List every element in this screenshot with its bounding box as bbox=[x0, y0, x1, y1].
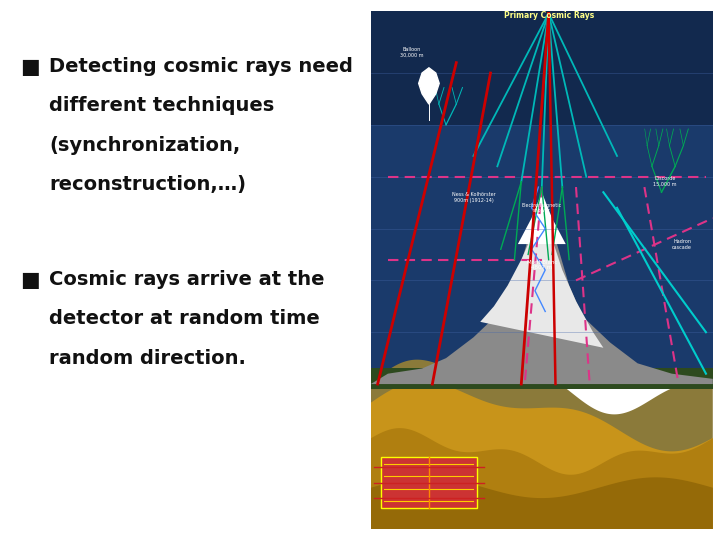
Text: 32: 32 bbox=[680, 515, 700, 530]
Text: Cosmic rays arrive at the: Cosmic rays arrive at the bbox=[49, 270, 325, 289]
Polygon shape bbox=[419, 68, 439, 104]
Text: Mont Blanc
4807 m: Mont Blanc 4807 m bbox=[526, 260, 557, 271]
Text: reconstruction,…): reconstruction,…) bbox=[49, 175, 246, 194]
Polygon shape bbox=[480, 192, 603, 348]
Text: Ness & Kolhörster
900m (1912-14): Ness & Kolhörster 900m (1912-14) bbox=[451, 192, 495, 203]
Text: different techniques: different techniques bbox=[49, 96, 274, 115]
Polygon shape bbox=[371, 368, 713, 389]
Text: random direction.: random direction. bbox=[49, 349, 246, 368]
Polygon shape bbox=[371, 428, 713, 529]
Text: Discorde
15,000 m: Discorde 15,000 m bbox=[653, 176, 677, 187]
Text: Electromagnetic
shower: Electromagnetic shower bbox=[522, 202, 562, 213]
Polygon shape bbox=[518, 192, 566, 244]
Polygon shape bbox=[371, 477, 713, 529]
Polygon shape bbox=[371, 192, 713, 384]
Text: Detecting cosmic rays need: Detecting cosmic rays need bbox=[49, 57, 353, 76]
Text: ■: ■ bbox=[20, 57, 40, 77]
Polygon shape bbox=[371, 381, 713, 529]
Bar bbox=[381, 457, 477, 509]
Polygon shape bbox=[371, 11, 713, 384]
Text: Hadron
cascade: Hadron cascade bbox=[672, 239, 692, 249]
Text: detector at random time: detector at random time bbox=[49, 309, 320, 328]
Polygon shape bbox=[371, 11, 713, 125]
Text: ■: ■ bbox=[20, 270, 40, 290]
Text: Balloon
30,000 m: Balloon 30,000 m bbox=[400, 46, 423, 57]
Polygon shape bbox=[371, 360, 713, 529]
Text: (synchronization,: (synchronization, bbox=[49, 136, 240, 154]
Text: Primary Cosmic Rays: Primary Cosmic Rays bbox=[503, 11, 594, 21]
